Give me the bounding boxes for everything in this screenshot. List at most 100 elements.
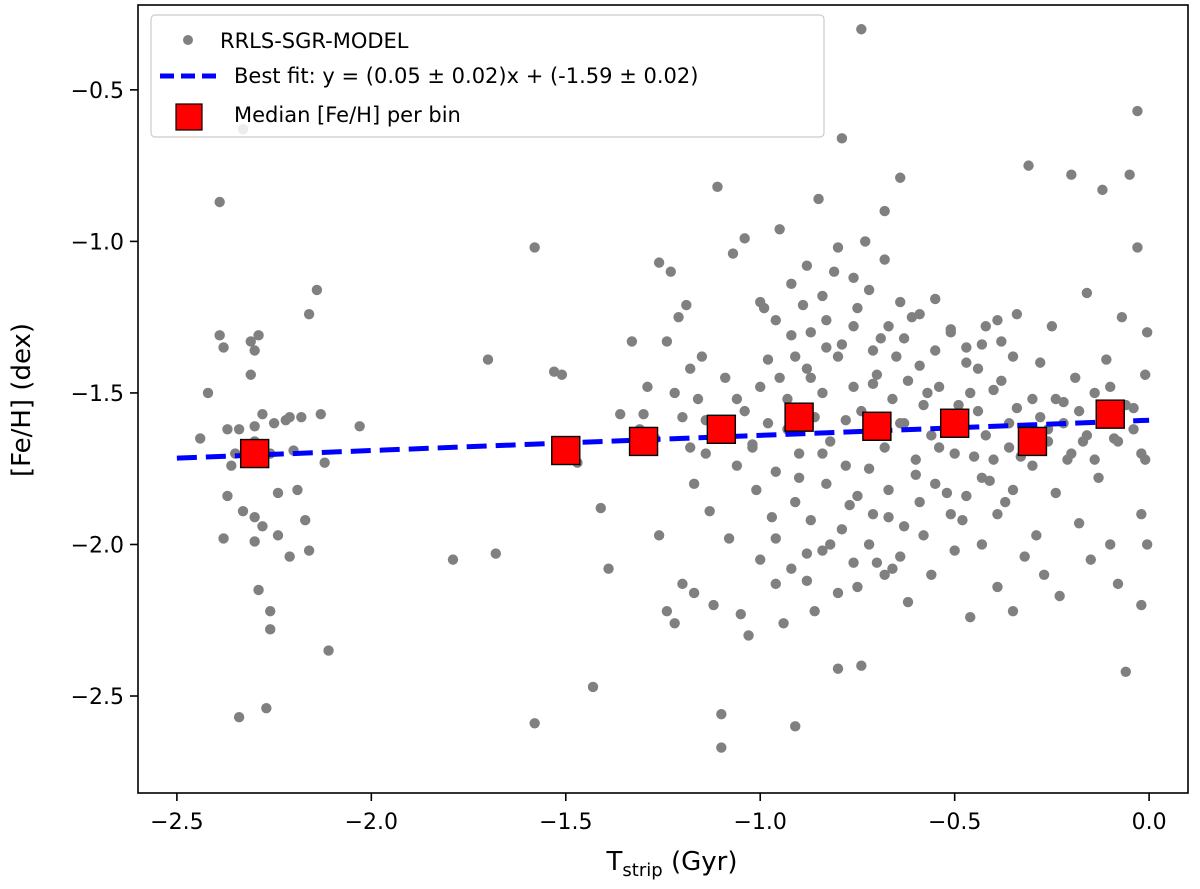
scatter-point (1054, 590, 1065, 602)
scatter-point (766, 512, 778, 523)
scatter-point (848, 557, 859, 568)
y-tick-label: −2.0 (71, 533, 124, 558)
scatter-point (770, 578, 781, 590)
scatter-point (727, 248, 739, 259)
median-marker (239, 438, 270, 469)
scatter-point (284, 551, 295, 562)
scatter-point (249, 421, 260, 432)
scatter-point (1112, 578, 1124, 590)
scatter-point (1003, 442, 1015, 453)
scatter-point (222, 490, 233, 502)
scatter-point (1066, 169, 1077, 180)
scatter-point (272, 487, 284, 499)
legend-fit-label: Best fit: y = (0.05 ± 0.02)x + (-1.59 ± … (234, 64, 698, 88)
scatter-point (918, 530, 929, 541)
scatter-point (257, 408, 268, 420)
scatter-point (303, 545, 315, 556)
scatter-point (700, 448, 711, 459)
scatter-point (887, 393, 898, 405)
scatter-point (447, 554, 459, 565)
scatter-point (922, 387, 933, 399)
scatter-point (720, 372, 731, 383)
scatter-point (1116, 311, 1128, 323)
median-markers-layer (239, 399, 1125, 469)
scatter-point (825, 436, 836, 447)
scatter-point (891, 351, 902, 362)
scatter-point (755, 381, 766, 393)
scatter-point (879, 442, 890, 453)
scatter-point (1073, 518, 1085, 529)
scatter-point (949, 448, 960, 459)
x-axis-label-subscript: strip (622, 860, 662, 881)
scatter-point (945, 327, 956, 338)
scatter-point (992, 508, 1003, 520)
x-axis-label-unit: (Gyr) (663, 847, 738, 877)
scatter-point (1023, 160, 1034, 171)
scatter-point (988, 384, 999, 396)
x-tick-label: −2.0 (345, 810, 398, 835)
scatter-point (1007, 605, 1019, 617)
scatter-point (303, 308, 315, 320)
scatter-point (323, 645, 334, 656)
scatter-point (556, 369, 568, 380)
scatter-point (910, 454, 921, 465)
scatter-point (743, 630, 754, 641)
fit-line (176, 417, 1150, 461)
scatter-point (825, 539, 836, 550)
scatter-point (1035, 357, 1046, 368)
scatter-point (926, 430, 937, 441)
scatter-point (762, 354, 774, 365)
scatter-point (669, 387, 680, 399)
scatter-point (1136, 448, 1147, 459)
scatter-point (319, 457, 330, 468)
scatter-point (836, 524, 848, 535)
scatter-point (883, 512, 894, 523)
scatter-point (832, 351, 844, 362)
scatter-point (972, 405, 984, 417)
scatter-point (222, 424, 233, 435)
scatter-point (832, 663, 844, 674)
scatter-point (661, 605, 673, 617)
scatter-point (245, 336, 256, 347)
scatter-point (1070, 372, 1081, 383)
scatter-point (1141, 327, 1153, 338)
scatter-point (895, 296, 906, 308)
scatter-point (898, 521, 910, 532)
scatter-point (918, 399, 929, 411)
scatter-point (739, 405, 750, 417)
scatter-point (930, 345, 941, 356)
scatter-point (933, 381, 945, 393)
scatter-point (976, 339, 988, 350)
scatter-point (1141, 539, 1153, 550)
scatter-point (805, 515, 816, 526)
scatter-point (1073, 405, 1085, 417)
scatter-point (801, 363, 813, 374)
scatter-point (1105, 539, 1116, 550)
scatter-point (603, 563, 614, 574)
axes-frame (137, 4, 1189, 794)
scatter-point (669, 618, 680, 629)
scatter-point (770, 466, 781, 477)
x-axis-label-main: T (606, 847, 623, 877)
scatter-point (879, 254, 890, 265)
scatter-point (218, 533, 229, 544)
y-tick-label: −0.5 (71, 79, 124, 104)
scatter-point (233, 424, 245, 435)
scatter-point (836, 339, 848, 350)
scatter-point (257, 521, 268, 532)
scatter-point (941, 487, 953, 499)
scatter-point (1046, 321, 1058, 332)
scatter-point (813, 193, 824, 205)
scatter-point (723, 533, 735, 544)
scatter-point (976, 539, 988, 550)
scatter-point (677, 578, 688, 590)
scatter-point (249, 536, 260, 547)
scatter-point (902, 375, 914, 387)
scatter-point (879, 569, 890, 580)
legend-frame (150, 14, 825, 138)
scatter-point (195, 433, 206, 444)
scatter-point (895, 418, 906, 429)
scatter-point (844, 499, 855, 511)
scatter-point (805, 372, 816, 383)
scatter-point (681, 299, 692, 311)
